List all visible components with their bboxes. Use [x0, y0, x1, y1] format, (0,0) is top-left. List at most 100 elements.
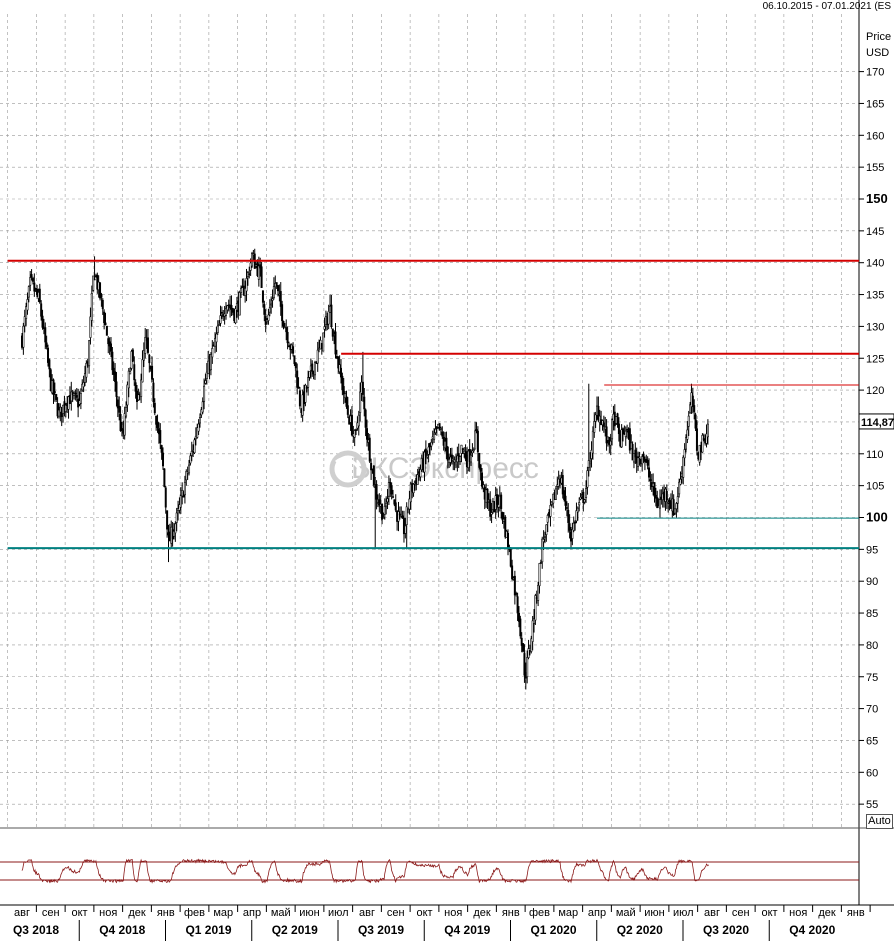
- candle-body: [307, 377, 310, 388]
- candle-body: [270, 303, 273, 306]
- candle-body: [542, 539, 545, 542]
- candle-body: [368, 437, 371, 462]
- candle-body: [620, 429, 623, 448]
- month-label: янв: [157, 907, 175, 919]
- candle-body: [419, 468, 422, 478]
- candle-body: [48, 359, 51, 370]
- candle-body: [433, 433, 436, 440]
- candle-body: [496, 494, 499, 505]
- candle-body: [446, 446, 449, 461]
- candle-body: [359, 391, 362, 414]
- candle-body: [684, 437, 687, 450]
- candle-body: [93, 278, 96, 281]
- month-label: окт: [761, 907, 777, 919]
- candle-body: [198, 417, 201, 424]
- candle-body: [522, 643, 525, 652]
- y-tick-label: 155: [866, 162, 884, 174]
- candle-body: [248, 273, 251, 276]
- candle-body: [133, 364, 136, 381]
- candle-body: [435, 426, 438, 429]
- candle-body: [682, 456, 685, 478]
- candle-body: [527, 648, 530, 658]
- candle-body: [546, 515, 549, 523]
- y-tick-label: 130: [866, 321, 884, 333]
- last-price-marker: 114,87: [858, 413, 894, 430]
- candle-body: [89, 316, 92, 338]
- candle-body: [190, 451, 193, 456]
- y-tick-label: 140: [866, 258, 884, 270]
- candle-body: [185, 471, 188, 481]
- candle-body: [346, 405, 349, 415]
- month-label: фев: [184, 907, 205, 919]
- candle-body: [34, 287, 37, 290]
- candle-body: [515, 593, 518, 595]
- candle-body: [438, 423, 441, 430]
- candle-body: [211, 348, 214, 358]
- candle-body: [47, 347, 50, 363]
- candle-body: [151, 365, 154, 380]
- candle-body: [520, 637, 523, 646]
- watermark-text: БКСЭкспресс: [351, 452, 539, 485]
- candle-body: [372, 465, 375, 486]
- candle-body: [249, 262, 252, 271]
- candle-body: [642, 454, 645, 460]
- quarter-label: Q1 2020: [530, 923, 576, 937]
- candle-body: [450, 454, 453, 459]
- candle-body: [563, 490, 566, 500]
- candle-body: [148, 354, 151, 364]
- price-axis-title: Price: [866, 31, 891, 43]
- auto-scale-button[interactable]: Auto: [866, 814, 893, 829]
- candle-body: [576, 507, 579, 513]
- month-label: апр: [243, 907, 261, 919]
- candle-body: [441, 431, 444, 437]
- quarter-label: Q2 2020: [617, 923, 663, 937]
- month-label: май: [616, 907, 636, 919]
- candle-body: [424, 448, 427, 456]
- candle-body: [174, 523, 177, 534]
- candle-body: [203, 385, 206, 402]
- candle-body: [364, 409, 367, 428]
- candle-body: [405, 506, 408, 525]
- candle-body: [401, 515, 404, 519]
- candle-body: [490, 512, 493, 515]
- candle-body: [549, 505, 552, 517]
- y-tick-label: 85: [866, 608, 878, 620]
- candle-body: [423, 451, 426, 473]
- candle-body: [119, 414, 122, 432]
- month-label: ноя: [99, 907, 117, 919]
- candle-body: [205, 371, 208, 380]
- candle-body: [649, 479, 652, 481]
- candle-body: [554, 488, 557, 500]
- candle-body: [79, 393, 82, 404]
- candle-body: [385, 502, 388, 507]
- candle-body: [628, 428, 631, 451]
- last-price-box: [858, 413, 894, 430]
- candle-body: [99, 282, 102, 299]
- candle-body: [631, 444, 634, 461]
- candle-body: [52, 379, 55, 395]
- candle-body: [134, 382, 137, 392]
- y-tick-label: 90: [866, 576, 878, 588]
- candle-body: [260, 266, 263, 288]
- candle-body: [513, 575, 516, 596]
- candle-body: [137, 394, 140, 401]
- candle-body: [511, 565, 514, 580]
- candle-body: [519, 618, 522, 637]
- candle-body: [160, 445, 163, 453]
- candle-body: [166, 510, 169, 530]
- candle-body: [153, 402, 156, 414]
- candle-body: [263, 304, 266, 315]
- candle-body: [701, 434, 704, 453]
- y-tick-label: 65: [866, 735, 878, 747]
- candle-body: [706, 423, 709, 438]
- candle-body: [123, 413, 126, 436]
- candle-body: [585, 488, 588, 498]
- candle-body: [507, 533, 510, 549]
- month-label: дек: [473, 907, 491, 919]
- oscillator-panel: [0, 858, 859, 884]
- candle-body: [355, 429, 358, 431]
- candle-body: [257, 265, 260, 280]
- candle-body: [334, 331, 337, 355]
